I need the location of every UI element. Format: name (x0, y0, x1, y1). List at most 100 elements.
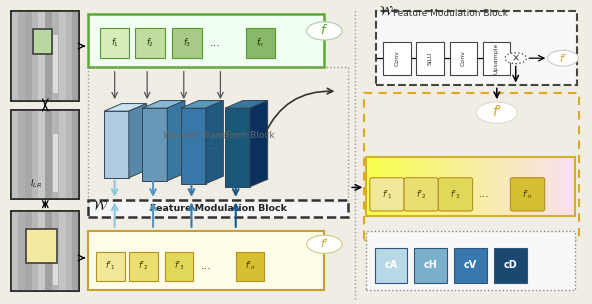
Bar (11, 110, 18, 199)
Polygon shape (225, 101, 268, 108)
Bar (366, 157, 575, 216)
Text: cH: cH (423, 260, 437, 270)
Text: $f'_2$: $f'_2$ (416, 188, 426, 201)
Bar (72, 11, 79, 101)
Bar (52, 11, 59, 101)
Text: $\mathcal{W}$: $\mathcal{W}$ (379, 6, 393, 19)
Bar (165, 252, 193, 281)
Polygon shape (181, 101, 223, 108)
Text: Feature Modulation Block: Feature Modulation Block (150, 204, 287, 213)
Bar (11, 211, 18, 291)
Text: Conv: Conv (394, 50, 400, 66)
Text: ...: ... (478, 189, 489, 199)
Circle shape (307, 235, 342, 253)
Text: $I_{LR}$: $I_{LR}$ (30, 178, 43, 190)
Bar (26, 230, 57, 263)
Text: $f'$: $f'$ (491, 105, 502, 120)
Text: SiLU: SiLU (427, 51, 433, 65)
Bar (32, 110, 38, 199)
Text: Conv: Conv (461, 50, 466, 66)
Bar (494, 248, 527, 283)
Bar (66, 110, 72, 199)
Bar (52, 211, 59, 291)
Bar (11, 211, 79, 291)
Bar (72, 211, 79, 291)
Text: $f'_3$: $f'_3$ (450, 188, 461, 201)
Circle shape (548, 50, 578, 66)
Polygon shape (181, 108, 205, 184)
Text: ...: ... (210, 38, 221, 48)
Bar (18, 11, 25, 101)
Bar (66, 11, 72, 101)
Bar (45, 11, 52, 101)
Text: $f_2$: $f_2$ (146, 37, 154, 49)
Bar (366, 231, 575, 290)
Text: $f'_n$: $f'_n$ (522, 188, 533, 201)
Text: cD: cD (504, 260, 517, 270)
Text: Upsample: Upsample (494, 43, 498, 74)
FancyBboxPatch shape (404, 178, 438, 211)
Text: $f'_n$: $f'_n$ (244, 260, 255, 272)
Text: $\mathcal{W}$: $\mathcal{W}$ (92, 199, 108, 212)
Polygon shape (205, 101, 223, 184)
Bar (172, 28, 201, 58)
Text: $f'$: $f'$ (320, 237, 329, 250)
Bar (136, 28, 165, 58)
Bar (38, 110, 45, 199)
Bar (384, 42, 411, 75)
Bar (53, 233, 58, 285)
Bar (32, 211, 38, 291)
Bar (88, 199, 348, 217)
Circle shape (505, 53, 526, 64)
Text: $f'_1$: $f'_1$ (382, 188, 392, 201)
Bar (59, 211, 66, 291)
Bar (88, 231, 324, 290)
Text: $f_n$: $f_n$ (256, 37, 265, 49)
Circle shape (476, 102, 517, 123)
Text: $f_1$: $f_1$ (111, 37, 119, 49)
Polygon shape (104, 104, 147, 111)
Text: $f'$: $f'$ (559, 52, 567, 64)
Bar (236, 252, 264, 281)
Bar (364, 93, 580, 240)
Bar (11, 11, 79, 101)
Polygon shape (168, 101, 185, 181)
Bar (130, 252, 158, 281)
Bar (11, 110, 79, 199)
Bar (88, 67, 348, 206)
Text: cA: cA (384, 260, 397, 270)
Polygon shape (250, 101, 268, 187)
Circle shape (307, 22, 342, 40)
Bar (375, 248, 407, 283)
Bar (482, 42, 510, 75)
Bar (18, 211, 25, 291)
Bar (25, 110, 32, 199)
Bar (38, 211, 45, 291)
Bar (454, 248, 487, 283)
Bar (449, 42, 477, 75)
Bar (11, 11, 18, 101)
Polygon shape (225, 108, 250, 187)
Bar (45, 211, 52, 291)
Bar (53, 35, 58, 93)
Text: ...: ... (208, 141, 219, 151)
Polygon shape (143, 108, 168, 181)
Bar (33, 29, 52, 54)
Bar (59, 110, 66, 199)
Text: $f'_1$: $f'_1$ (105, 260, 116, 272)
Bar (59, 11, 66, 101)
Bar (96, 252, 125, 281)
Bar (414, 248, 446, 283)
Bar (52, 110, 59, 199)
Bar (66, 211, 72, 291)
Bar (11, 11, 79, 101)
Text: $\times$: $\times$ (511, 53, 520, 63)
Bar (88, 14, 324, 67)
Bar (246, 28, 275, 58)
FancyBboxPatch shape (438, 178, 472, 211)
Text: $f'_2$: $f'_2$ (139, 260, 149, 272)
Text: Feature Modulation Block: Feature Modulation Block (394, 9, 509, 18)
Bar (417, 42, 443, 75)
Bar (53, 134, 58, 192)
Polygon shape (129, 104, 147, 178)
